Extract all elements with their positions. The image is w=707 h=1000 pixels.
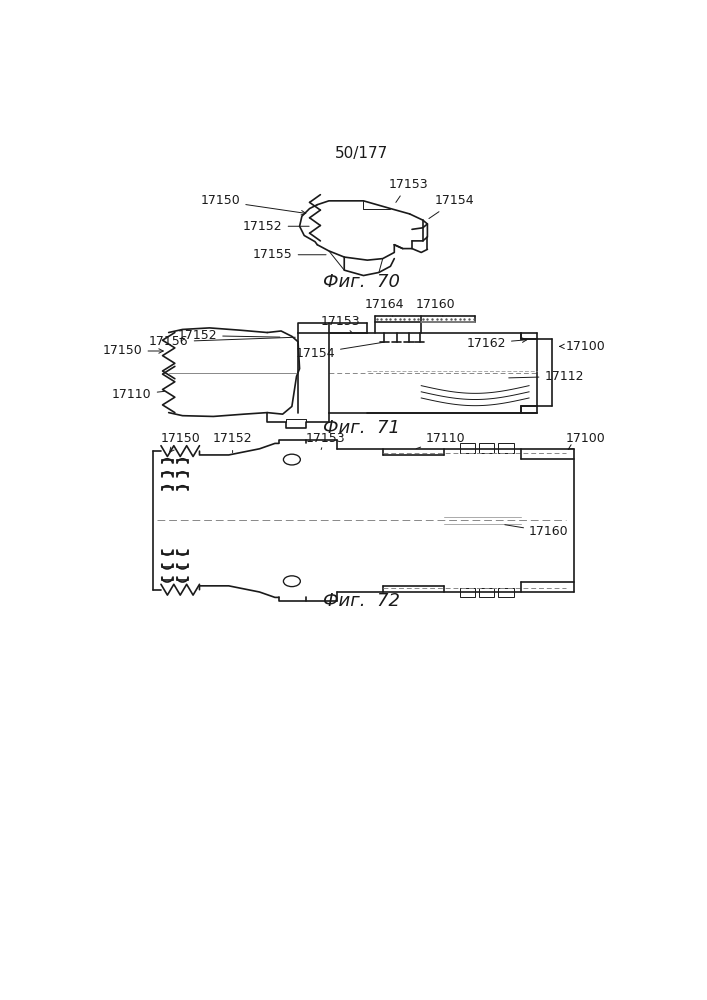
Text: 17154: 17154 xyxy=(429,194,474,219)
Text: 17162: 17162 xyxy=(467,337,527,350)
Bar xyxy=(498,588,514,597)
Text: 17112: 17112 xyxy=(509,370,584,383)
Text: 17153: 17153 xyxy=(388,178,428,202)
Text: Фиг.  72: Фиг. 72 xyxy=(324,592,400,610)
Text: 17155: 17155 xyxy=(253,248,326,261)
Bar xyxy=(460,443,475,453)
Text: 17160: 17160 xyxy=(505,525,568,538)
Text: Фиг.  71: Фиг. 71 xyxy=(324,419,400,437)
Text: 17100: 17100 xyxy=(566,432,606,449)
Text: 17164: 17164 xyxy=(365,298,404,316)
Text: 17150: 17150 xyxy=(103,344,163,358)
Bar xyxy=(498,443,514,453)
Text: 17152: 17152 xyxy=(243,220,309,233)
Text: 17110: 17110 xyxy=(112,388,165,401)
Text: 17110: 17110 xyxy=(416,432,466,449)
Text: 17150: 17150 xyxy=(201,194,305,215)
Text: 17160: 17160 xyxy=(415,298,455,316)
Bar xyxy=(460,588,475,597)
Text: 17156: 17156 xyxy=(149,335,296,348)
Text: 17154: 17154 xyxy=(296,342,384,360)
Text: 17150: 17150 xyxy=(161,432,201,452)
Text: 17152: 17152 xyxy=(213,432,252,453)
Text: 17152: 17152 xyxy=(177,329,280,342)
Text: 17153: 17153 xyxy=(305,432,345,450)
Text: 17153: 17153 xyxy=(320,315,360,333)
Text: 17100: 17100 xyxy=(560,340,606,353)
Text: 50/177: 50/177 xyxy=(335,146,389,161)
Bar xyxy=(479,443,494,453)
Text: Фиг.  70: Фиг. 70 xyxy=(324,273,400,291)
Bar xyxy=(479,588,494,597)
